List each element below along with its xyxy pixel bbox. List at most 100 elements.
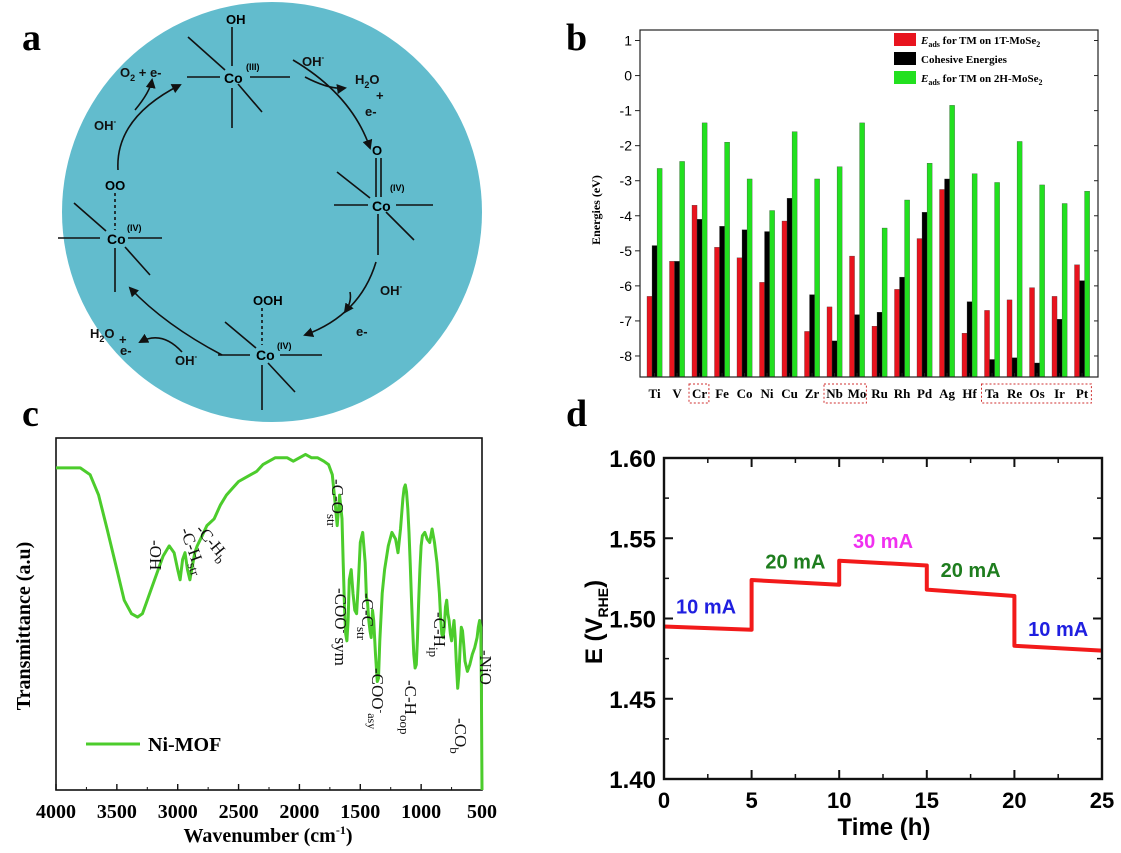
b-highlight-box	[823, 383, 867, 404]
c-x-tick-label: 3000	[158, 801, 198, 823]
b-bar	[984, 310, 990, 378]
b-bar	[826, 306, 833, 378]
b-legend-label: Eads for TM on 2H-MoSe2	[920, 73, 1043, 87]
b-bar	[1016, 141, 1023, 378]
b-bar	[859, 122, 865, 378]
b-legend: Eads for TM on 1T-MoSe2 Cohesive Energies…	[894, 33, 1043, 87]
b-bar	[674, 261, 680, 378]
panel-c-ir-spectrum: c Transmittance (a.u) Wavenumber (cm-1) …	[13, 393, 497, 847]
b-y-tick-label: 0	[624, 68, 632, 84]
b-bar	[876, 312, 883, 378]
b-bar	[651, 245, 658, 378]
species-co-iv-o	[334, 158, 433, 255]
b-bar	[804, 331, 810, 378]
b-x-tick-label: Pt	[1076, 386, 1089, 401]
b-x-tick-label: Hf	[962, 386, 977, 401]
c-x-tick-label: 1500	[340, 801, 380, 823]
b-highlight-box	[688, 383, 710, 404]
b-bar	[854, 314, 860, 378]
c-peak-label: -C-Hip	[426, 612, 449, 657]
d-y-axis-label: E (VRHE)	[581, 580, 611, 664]
b-axes: 1 0 -1 -2 -3 -4 -5 -6 -7 -8 Ti V Cr Fe Co Ni Cu Zr Nb Mo Ru R…	[620, 29, 1099, 404]
species-co-iv-oo	[58, 193, 162, 292]
b-bar	[741, 229, 748, 378]
d-x-tick-label: 25	[1090, 788, 1114, 813]
b-bar	[961, 333, 968, 378]
c-peak-label: -COO- sym	[331, 588, 350, 666]
b-bar	[894, 289, 900, 378]
b-bar	[916, 238, 923, 378]
b-legend-label: Eads for TM on 1T-MoSe2	[920, 35, 1040, 49]
b-bar	[944, 178, 950, 378]
c-peak-label: -C-Cstr	[354, 593, 377, 641]
b-y-tick-label: -2	[620, 138, 633, 154]
b-bar	[1074, 264, 1080, 378]
c-y-axis-label: Transmittance (a.u)	[13, 542, 35, 711]
hydroxide-label: OH-	[94, 117, 117, 133]
c-x-tick-label: 4000	[36, 801, 76, 823]
electron-label: e-	[365, 104, 377, 119]
b-bar	[1039, 184, 1045, 378]
b-bar	[781, 220, 788, 378]
b-bar	[691, 205, 698, 378]
plus-label: +	[119, 332, 127, 347]
hydroxide-label: OH-	[175, 352, 198, 368]
d-current-label: 20 mA	[941, 560, 1001, 582]
c-x-tick-label: 2000	[279, 801, 319, 823]
b-bar	[736, 257, 743, 378]
b-bar	[769, 210, 775, 378]
b-y-tick-label: -7	[620, 313, 633, 329]
c-plot: 4000 3500 3000 2500 2000 1500 1000 500	[36, 437, 497, 823]
b-x-tick-label: V	[672, 386, 682, 401]
b-y-tick-label: -1	[620, 103, 633, 119]
d-x-tick-label: 0	[658, 788, 670, 813]
b-x-tick-label: Os	[1029, 386, 1044, 401]
oxidation-state-label: (IV)	[390, 183, 405, 193]
b-legend-swatch	[894, 52, 916, 65]
water-label: H2O	[90, 326, 115, 344]
c-legend: Ni-MOF	[86, 734, 221, 756]
b-bar	[656, 168, 663, 378]
b-x-tick-label: Rh	[894, 386, 911, 401]
d-x-axis-label: Time (h)	[838, 814, 931, 841]
b-x-tick-label: Ti	[649, 386, 661, 401]
panel-a-catalytic-cycle: a OH Co (III) O Co (IV)	[22, 2, 482, 422]
b-bar	[719, 226, 725, 378]
b-bar	[1006, 299, 1013, 378]
c-x-tick-label: 3500	[97, 801, 137, 823]
b-x-tick-label: Pd	[917, 386, 933, 401]
b-bar	[1084, 191, 1090, 378]
b-x-tick-label: Co	[737, 386, 753, 401]
b-bar	[814, 178, 820, 378]
b-x-tick-label: Ag	[939, 386, 955, 401]
cycle-background-circle	[62, 2, 482, 422]
electron-label: e-	[356, 324, 368, 339]
b-bar	[1051, 296, 1058, 378]
b-bar	[701, 122, 708, 378]
b-bar	[791, 131, 798, 378]
b-x-tick-label: Cu	[781, 386, 798, 401]
ligand-oh-label: OH	[226, 12, 246, 27]
b-bar	[646, 296, 653, 378]
d-y-tick-label: 1.60	[609, 446, 656, 473]
b-bar	[759, 282, 765, 378]
b-x-tick-label: Ta	[985, 386, 999, 401]
b-legend-swatch	[894, 71, 916, 84]
b-legend-label: Cohesive Energies	[921, 54, 1008, 66]
b-bar	[939, 189, 945, 378]
b-bar	[871, 326, 878, 378]
species-co-iv-ooh	[218, 308, 322, 410]
b-bar	[764, 231, 770, 378]
d-x-tick-label: 10	[827, 788, 851, 813]
d-y-tick-label: 1.45	[609, 687, 656, 714]
c-x-tick-label: 2500	[219, 801, 259, 823]
c-peak-label: -COO-asy	[365, 668, 387, 729]
d-current-label: 30 mA	[853, 531, 913, 553]
co-label: Co	[107, 231, 126, 247]
oxidation-state-label: (III)	[246, 62, 260, 72]
b-bar	[1061, 203, 1068, 378]
b-y-tick-label: 1	[624, 33, 632, 49]
panel-a-letter: a	[22, 17, 41, 59]
d-x-tick-label: 15	[915, 788, 939, 813]
